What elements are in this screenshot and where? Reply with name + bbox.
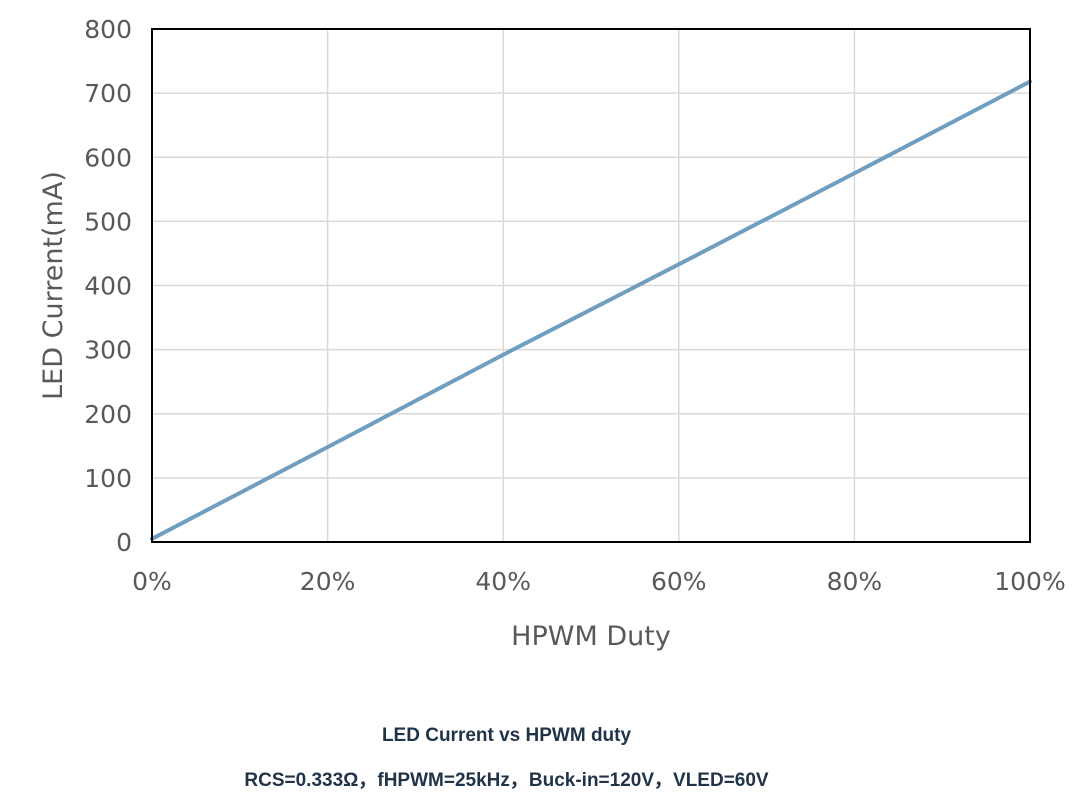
y-tick-label: 500 [84, 207, 132, 236]
chart: 0 100 200 300 400 500 600 700 800 0% 20% 40% 60% 80%… [38, 15, 1066, 652]
grid [151, 28, 1031, 543]
y-tick-labels: 0 100 200 300 400 500 600 700 800 [84, 15, 132, 557]
series-layer [150, 79, 1032, 541]
figure-caption-conditions: RCS=0.333Ω，fHPWM=25kHz，Buck-in=120V，VLED… [244, 770, 769, 791]
x-tick-label: 60% [651, 567, 707, 596]
x-tick-label: 80% [827, 567, 883, 596]
x-tick-labels: 0% 20% 40% 60% 80% 100% [132, 567, 1066, 596]
y-tick-label: 800 [84, 15, 132, 44]
y-axis-title: LED Current(mA) [38, 171, 69, 400]
x-axis-title: HPWM Duty [511, 621, 671, 652]
x-tick-label: 100% [994, 567, 1065, 596]
figure-caption-title: LED Current vs HPWM duty [381, 725, 632, 746]
y-tick-label: 700 [84, 79, 132, 108]
x-tick-label: 40% [475, 567, 531, 596]
x-tick-label: 20% [300, 567, 356, 596]
plot-area-border [151, 28, 1031, 543]
y-tick-label: 0 [116, 528, 132, 557]
y-tick-label: 100 [84, 464, 132, 493]
y-tick-label: 600 [84, 143, 132, 172]
x-tick-label: 0% [132, 567, 172, 596]
y-tick-label: 400 [84, 272, 132, 301]
y-tick-label: 200 [84, 400, 132, 429]
y-tick-label: 300 [84, 336, 132, 365]
series-line [150, 79, 1032, 541]
